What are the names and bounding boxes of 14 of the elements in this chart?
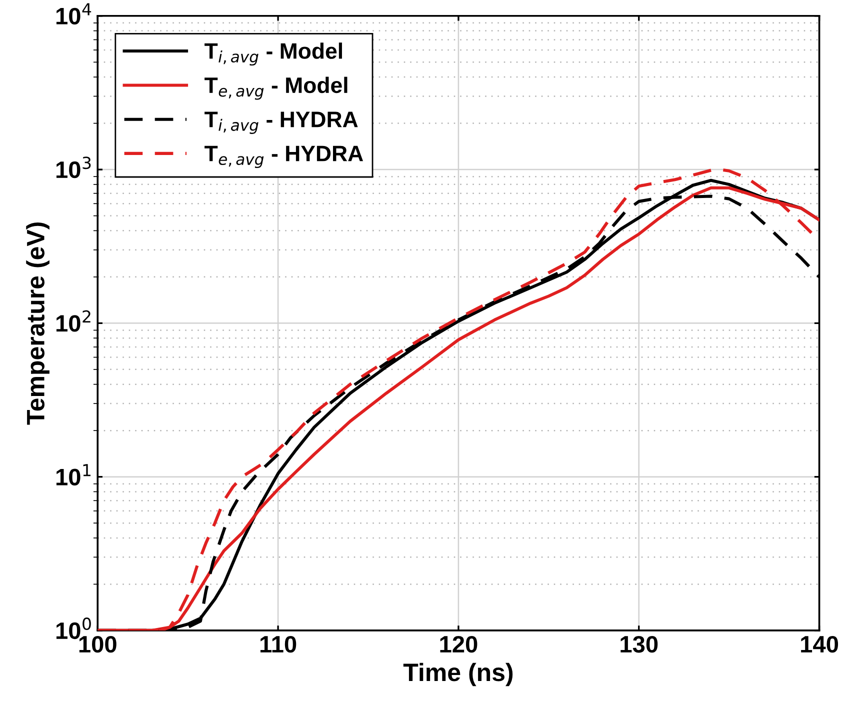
legend-label: T$_{e,avg}$ - HYDRA xyxy=(204,146,364,168)
y-tick-label: 10$^{1}$ xyxy=(56,464,90,486)
legend-label: T$_{i,avg}$ - HYDRA xyxy=(204,112,358,134)
x-tick-label: 130 xyxy=(620,636,658,653)
legend-label: T$_{e,avg}$ - Model xyxy=(204,76,348,100)
x-axis-title: Time (ns) xyxy=(403,662,513,686)
x-tick-label: 110 xyxy=(260,636,296,653)
x-tick-label: 140 xyxy=(801,636,838,653)
y-tick-label: 10$^{3}$ xyxy=(56,156,91,178)
y-tick-label: 10$^{2}$ xyxy=(56,310,90,332)
legend-label: T$_{i,avg}$ - Model xyxy=(204,42,342,66)
y-tick-label: 10$^{4}$ xyxy=(56,3,92,25)
y-axis-title: Temperature (eV) xyxy=(26,222,50,425)
x-tick-label: 120 xyxy=(440,636,478,653)
